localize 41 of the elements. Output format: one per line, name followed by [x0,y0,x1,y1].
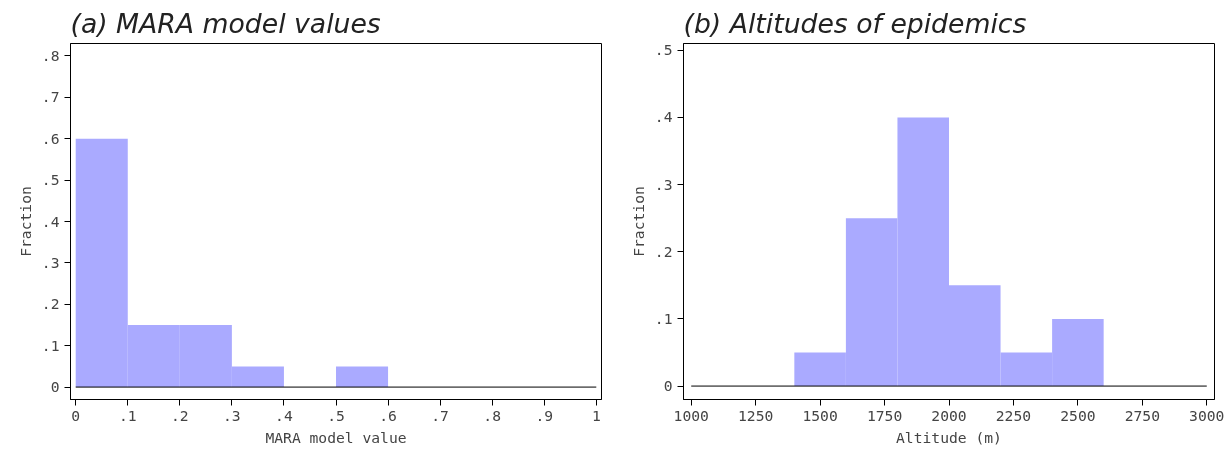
y-axis-title: Fraction [16,186,34,257]
chart-title: (a) MARA model values [70,7,381,39]
y-tick-label: .2 [41,295,60,313]
x-tick-label: .6 [379,406,397,424]
x-tick-label: .2 [171,406,189,424]
y-tick-label: .1 [41,336,60,354]
y-tick-label: .7 [41,88,60,106]
x-tick-label: .9 [535,406,554,424]
x-tick-label: 1250 [738,406,774,424]
y-tick-label: .8 [41,46,60,64]
y-tick-label: .6 [41,129,60,147]
x-tick-label: 2000 [931,406,967,424]
x-tick-label: 0 [71,406,81,424]
y-tick-label: .3 [41,253,60,271]
x-tick-label: .8 [483,406,502,424]
x-tick-label: .3 [223,406,241,424]
y-tick-label: .4 [41,212,60,230]
x-tick-label: 1000 [673,406,709,424]
y-tick-label: .4 [654,108,673,126]
y-tick-label: .5 [41,171,60,189]
y-tick-label: .3 [654,175,673,193]
x-tick-label: 2250 [995,406,1032,424]
y-tick-label: 0 [663,377,673,395]
x-tick-label: .1 [118,406,137,424]
x-tick-label: 1500 [802,406,838,424]
x-tick-label: .5 [327,406,345,424]
x-tick-label: 2750 [1124,406,1160,424]
x-axis-title: MARA model value [265,428,407,446]
y-tick-label: .2 [654,242,673,260]
x-tick-label: 1 [591,406,601,424]
x-tick-label: 2500 [1060,406,1096,424]
x-axis-title: Altitude (m) [896,428,1002,446]
y-tick-label: 0 [50,378,60,396]
x-tick-label: .7 [431,406,449,424]
y-tick-label: .5 [654,41,673,59]
x-tick-label: 1750 [866,406,903,424]
x-tick-label: .4 [275,406,293,424]
chart-title: (b) Altitudes of epidemics [683,7,1027,39]
y-axis-title: Fraction [629,186,647,257]
y-tick-label: .1 [654,309,673,327]
x-tick-label: 3000 [1189,406,1225,424]
